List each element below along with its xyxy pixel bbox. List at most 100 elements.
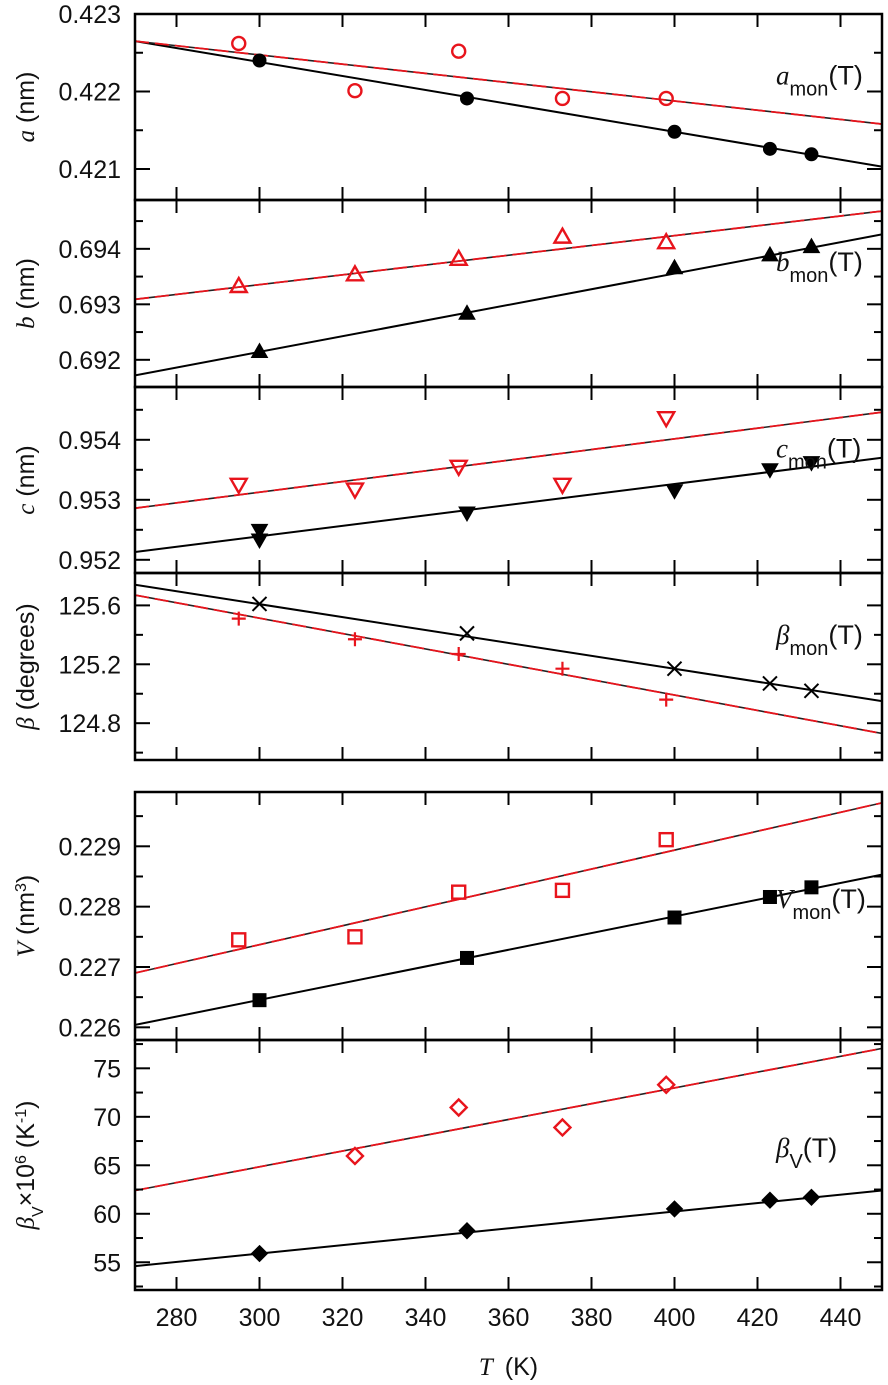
series-annotation: amon(T)	[776, 61, 863, 101]
annotation-symbol: β	[775, 620, 790, 650]
data-point-diamond	[665, 1200, 684, 1218]
annotation-symbol: c	[776, 434, 788, 464]
data-point-square	[252, 993, 267, 1008]
label-segment: (nm)	[12, 258, 40, 316]
y-tick-label: 55	[93, 1249, 121, 1277]
data-point-square	[804, 880, 819, 895]
data-point-circle	[658, 90, 674, 107]
annotation-symbol: β	[775, 1133, 790, 1163]
data-point-square	[667, 910, 682, 925]
data-point-x	[666, 661, 683, 677]
panel-frame	[133, 198, 884, 389]
data-point-triangle-up	[448, 248, 469, 267]
panel-frame	[133, 571, 884, 762]
data-point-plus	[451, 646, 466, 661]
data-point-square	[231, 932, 247, 948]
series-annotation: βV(T)	[775, 1133, 837, 1173]
data-point-diamond	[250, 1244, 269, 1263]
data-point-triangle-up	[656, 231, 677, 250]
y-tick-label: 0.422	[58, 79, 121, 107]
data-point-x	[762, 675, 778, 692]
y-tick-label: 60	[93, 1201, 121, 1229]
x-tick-label: 420	[737, 1304, 779, 1332]
data-point-circle	[231, 35, 247, 52]
y-axis-label: V (nm3)	[12, 875, 40, 958]
data-point-diamond	[449, 1097, 469, 1118]
fit-line-dashed	[135, 411, 882, 510]
data-point-plus	[231, 611, 246, 626]
data-point-triangle-down	[458, 506, 476, 523]
annotation-symbol: b	[776, 247, 790, 277]
label-segment: b	[13, 316, 40, 329]
y-tick-label: 0.423	[58, 1, 121, 29]
data-point-circle	[460, 91, 474, 106]
data-point-square	[347, 929, 363, 945]
x-tick-label: 440	[820, 1304, 862, 1332]
label-segment: )	[12, 1101, 40, 1109]
panel-frame	[133, 12, 884, 202]
x-axis-unit: (K)	[505, 1353, 538, 1381]
data-point-triangle-up	[228, 275, 249, 294]
x-axis-label: T (K)	[479, 1353, 538, 1381]
label-segment: 6	[13, 1155, 30, 1164]
data-point-circle	[451, 43, 467, 59]
x-tick-label: 380	[571, 1304, 613, 1332]
data-point-circle	[554, 90, 571, 107]
data-point-triangle-down	[448, 459, 469, 478]
y-tick-label: 0.229	[58, 833, 121, 861]
data-point-triangle-down	[656, 411, 677, 429]
label-segment: (degrees)	[12, 603, 40, 717]
y-tick-label: 0.952	[58, 547, 121, 575]
data-point-triangle-up	[344, 263, 366, 282]
x-tick-label: 320	[322, 1304, 364, 1332]
data-point-triangle-up	[458, 304, 476, 320]
data-point-plus	[555, 661, 570, 676]
data-point-square	[460, 950, 474, 965]
annotation-symbol: V	[776, 884, 796, 914]
x-tick-label: 300	[239, 1304, 281, 1332]
x-tick-label: 340	[405, 1304, 447, 1332]
y-tick-label: 65	[93, 1152, 121, 1180]
data-point-diamond	[656, 1075, 676, 1095]
series-annotation: Vmon(T)	[776, 884, 866, 924]
data-point-diamond	[552, 1117, 573, 1138]
data-point-triangle-down	[344, 482, 366, 501]
data-point-plus	[659, 692, 674, 707]
data-point-square	[762, 889, 777, 904]
data-point-triangle-down	[552, 477, 573, 496]
y-tick-label: 125.2	[58, 651, 121, 679]
label-segment: (nm	[12, 892, 40, 942]
label-segment: V	[30, 1206, 47, 1217]
x-tick-label: 400	[654, 1304, 696, 1332]
y-axis-label: βV×106 (K-1)	[12, 1101, 47, 1231]
annotation-subscript: mon	[790, 79, 829, 101]
data-point-circle	[667, 124, 682, 139]
data-point-circle	[762, 141, 777, 156]
data-point-circle	[252, 53, 267, 68]
data-point-x	[251, 596, 268, 612]
label-segment: V	[13, 939, 40, 957]
data-point-x	[803, 683, 820, 699]
data-point-triangle-up	[552, 226, 573, 244]
data-point-triangle-down	[761, 463, 779, 479]
fit-line-dashed	[135, 1047, 882, 1192]
data-point-x	[459, 625, 475, 642]
y-tick-label: 70	[93, 1104, 121, 1132]
y-tick-label: 0.693	[58, 291, 121, 319]
data-point-triangle-up	[665, 258, 684, 275]
y-axis-label: b (nm)	[12, 258, 40, 329]
data-point-triangle-up	[761, 245, 779, 262]
annotation-subscript: mon	[790, 265, 829, 287]
y-tick-label: 0.226	[58, 1014, 121, 1042]
annotation-symbol: a	[776, 61, 790, 91]
data-point-triangle-up	[802, 237, 821, 254]
annotation-suffix: (T)	[831, 884, 865, 914]
y-tick-label: 0.694	[58, 236, 121, 264]
data-point-diamond	[802, 1188, 821, 1206]
annotation-subscript: V	[789, 1151, 803, 1173]
annotation-subscript: mon	[793, 902, 832, 924]
data-point-diamond	[458, 1222, 476, 1240]
